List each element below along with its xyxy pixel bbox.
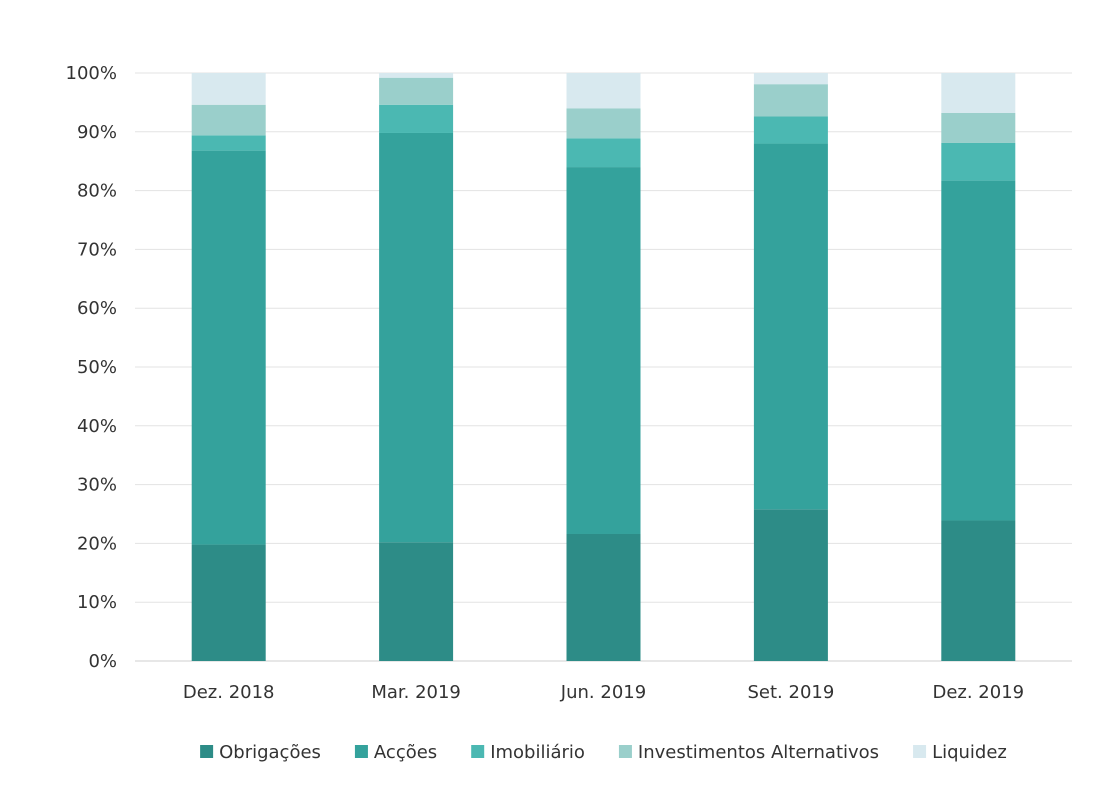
bar-segment <box>753 73 828 85</box>
bar-segment <box>753 116 828 144</box>
y-tick-label: 70% <box>77 239 117 260</box>
y-tick-label: 30% <box>77 475 117 496</box>
y-tick-label: 40% <box>77 416 117 437</box>
bar-segment <box>753 143 828 510</box>
y-tick-label: 100% <box>66 63 117 84</box>
y-tick-label: 90% <box>77 122 117 143</box>
x-axis: Dez. 2018 Mar. 2019 Jun. 2019 Set. 2019 Dez.… <box>183 682 1024 703</box>
legend-item: Liquidez <box>913 742 1007 763</box>
x-tick-label: Dez. 2018 <box>183 682 275 703</box>
bar-segment <box>191 544 266 661</box>
bar-segment <box>753 84 828 117</box>
bar-segment <box>566 167 641 534</box>
legend-swatch <box>471 745 485 758</box>
bar-segment <box>566 108 641 139</box>
bar-segment <box>941 73 1016 113</box>
bar-segment <box>753 509 828 661</box>
legend-label: Liquidez <box>932 742 1007 763</box>
x-tick-label: Set. 2019 <box>747 682 834 703</box>
x-tick-label: Mar. 2019 <box>371 682 461 703</box>
bar-segment <box>941 180 1016 521</box>
legend-item: Obrigações <box>200 742 321 763</box>
legend-label: Acções <box>374 742 437 763</box>
bar-segment <box>941 112 1016 143</box>
y-axis: 0% 10% 20% 30% 40% 50% 60% 70% 80% 90% 100% <box>66 63 117 672</box>
y-tick-label: 50% <box>77 357 117 378</box>
legend-swatch <box>913 745 927 758</box>
bars <box>191 73 1016 661</box>
bar-segment <box>191 73 266 105</box>
y-tick-label: 80% <box>77 181 117 202</box>
bar-segment <box>379 542 454 661</box>
legend-item: Acções <box>354 742 437 763</box>
legend-label: Imobiliário <box>490 742 585 763</box>
x-tick-label: Jun. 2019 <box>560 682 646 703</box>
bar-segment <box>191 135 266 151</box>
x-tick-label: Dez. 2019 <box>932 682 1024 703</box>
legend-item: Investimentos Alternativos <box>618 742 879 763</box>
legend-item: Imobiliário <box>471 742 585 763</box>
bar-segment <box>379 104 454 133</box>
y-tick-label: 10% <box>77 592 117 613</box>
bar-segment <box>566 533 641 661</box>
bar-segment <box>566 73 641 109</box>
bar-segment <box>191 104 266 136</box>
legend: Obrigações Acções Imobiliário Investimentos… <box>200 742 1007 763</box>
bar-segment <box>941 520 1016 661</box>
y-tick-label: 60% <box>77 298 117 319</box>
legend-swatch <box>200 745 214 758</box>
legend-label: Investimentos Alternativos <box>638 742 879 763</box>
bar-segment <box>379 77 454 105</box>
legend-swatch <box>618 745 632 758</box>
bar-segment <box>191 150 266 545</box>
bar-segment <box>379 73 454 78</box>
bar-segment <box>941 142 1016 181</box>
legend-label: Obrigações <box>219 742 321 763</box>
y-tick-label: 20% <box>77 533 117 554</box>
legend-swatch <box>354 745 368 758</box>
bar-segment <box>566 138 641 168</box>
bar-segment <box>379 132 454 543</box>
y-tick-label: 0% <box>88 651 117 672</box>
